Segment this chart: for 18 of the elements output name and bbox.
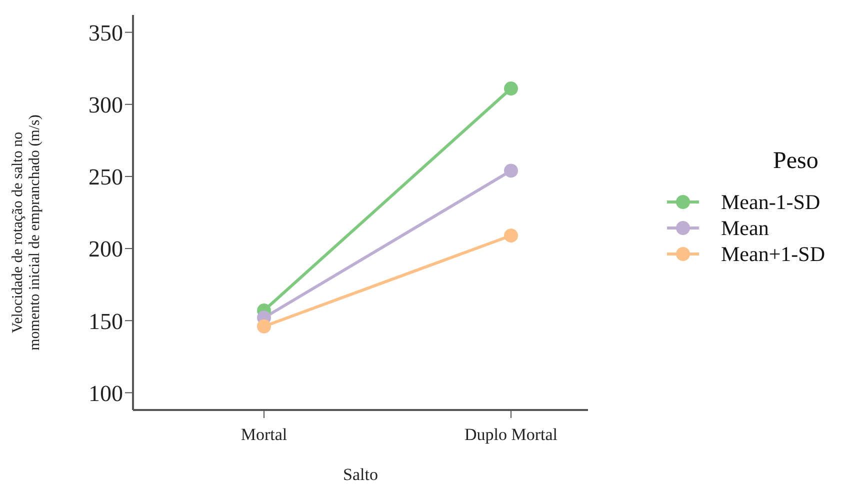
legend-label: Mean+1-SD xyxy=(721,242,825,266)
legend-label: Mean-1-SD xyxy=(721,190,820,214)
x-tick-label: Mortal xyxy=(240,425,288,444)
point xyxy=(504,82,518,96)
point xyxy=(257,319,271,334)
y-tick-label: 250 xyxy=(88,164,123,190)
y-tick-label: 200 xyxy=(88,236,123,262)
point xyxy=(504,228,518,243)
y-tick-label: 100 xyxy=(88,380,123,406)
legend-title: Peso xyxy=(773,148,820,175)
legend-label: Mean xyxy=(721,216,769,240)
y-tick-label: 300 xyxy=(88,92,123,118)
y-tick-label: 350 xyxy=(88,20,123,46)
y-tick-label: 150 xyxy=(88,308,123,334)
x-tick-label: Duplo Mortal xyxy=(464,425,558,444)
y-axis-title: Velocidade de rotação de salto no momento inicial de empranchado (m/s) xyxy=(10,114,43,350)
x-axis-title: Salto xyxy=(343,465,378,484)
point xyxy=(504,164,518,178)
